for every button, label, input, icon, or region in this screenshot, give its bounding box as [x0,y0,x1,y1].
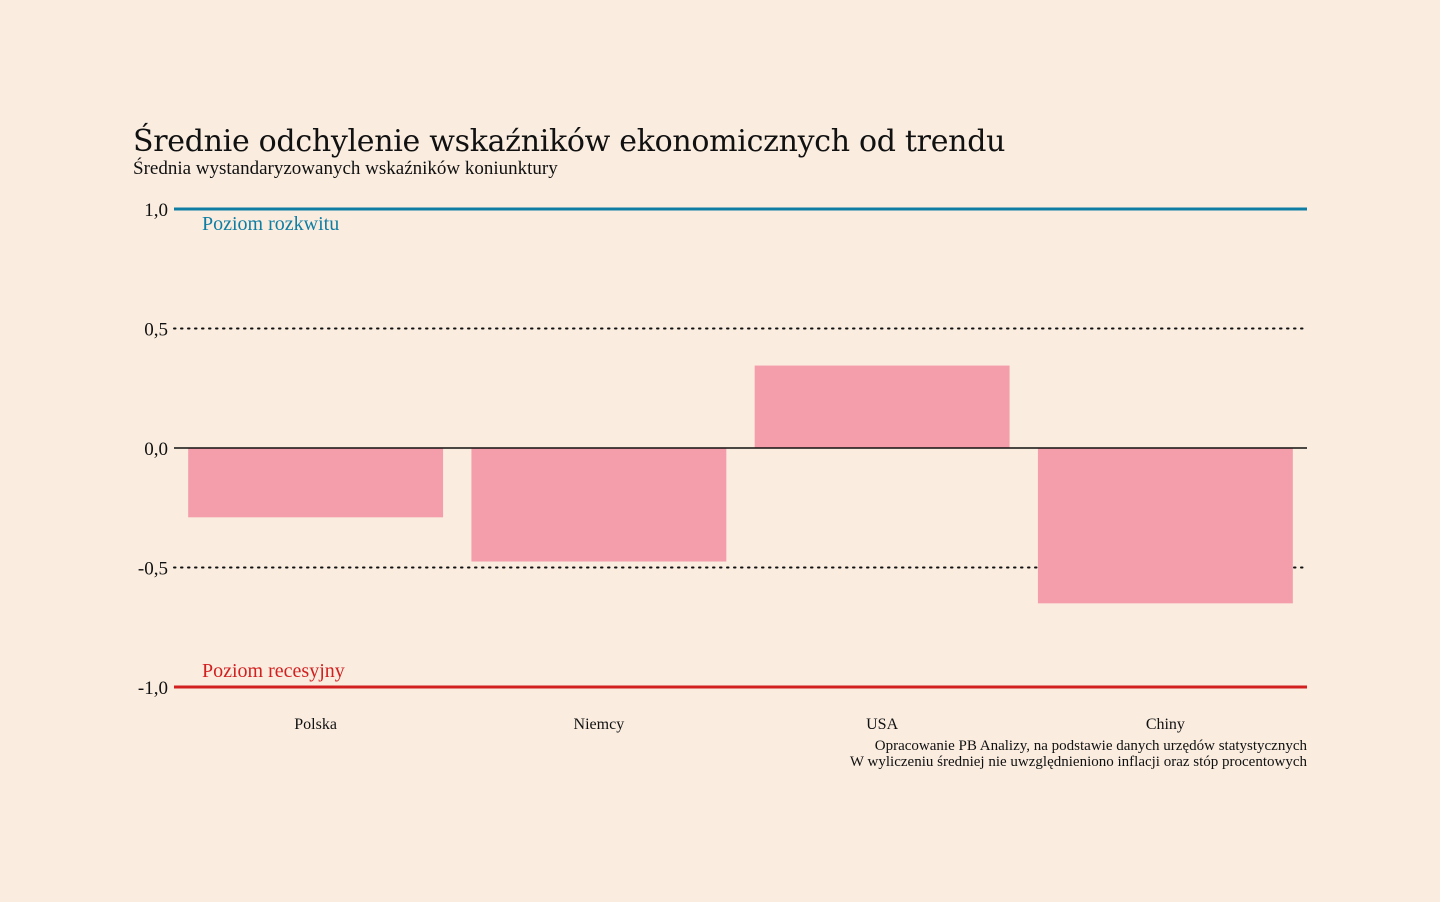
chart-title: Średnie odchylenie wskaźników ekonomiczn… [133,124,1006,159]
bar-niemcy [471,448,727,562]
y-tick-label-4: -1,0 [138,678,168,699]
category-label-usa: USA [866,716,898,733]
reference-label-1: Poziom recesyjny [202,660,345,682]
bar-chiny [1037,448,1293,604]
y-tick-label-1: 0,5 [144,320,168,341]
category-label-chiny: Chiny [1146,716,1185,733]
chart-subtitle: Średnia wystandaryzowanych wskaźników ko… [133,158,558,179]
reference-lines: Poziom rozkwitu Poziom recesyjny [174,207,1307,689]
bar-usa [754,365,1010,448]
y-tick-label-0: 1,0 [144,200,168,221]
reference-label-0: Poziom rozkwitu [202,213,339,235]
bar-polska [188,448,444,518]
y-tick-label-3: -0,5 [138,559,168,580]
y-tick-label-2: 0,0 [144,439,168,460]
bars [188,365,1293,604]
category-label-polska: Polska [294,716,337,733]
source-note-0: Opracowanie PB Analizy, na podstawie dan… [875,738,1308,754]
y-axis-ticks: 1,0 0,5 0,0 -0,5 -1,0 [138,200,168,699]
source-note-1: W wyliczeniu średniej nie uwzględnienion… [850,754,1308,770]
category-label-niemcy: Niemcy [574,716,625,733]
x-axis-categories: Polska Niemcy USA Chiny [294,716,1185,733]
source-notes: Opracowanie PB Analizy, na podstawie dan… [850,738,1308,770]
